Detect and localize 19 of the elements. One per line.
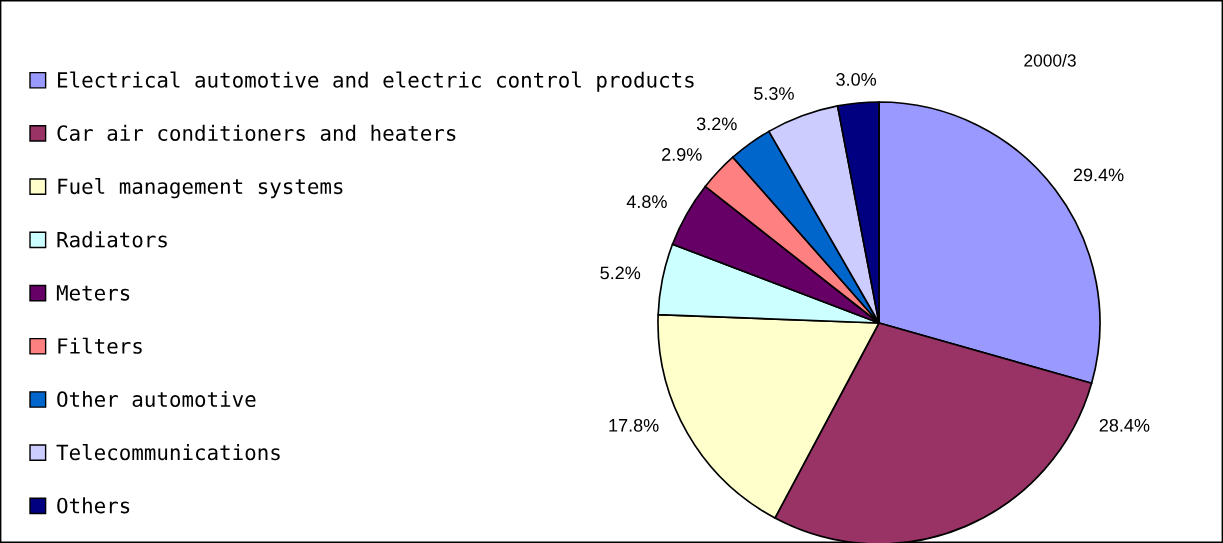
legend-label: Other automotive	[57, 390, 256, 408]
data-label: 4.8%	[626, 195, 667, 209]
legend-label: Others	[57, 497, 130, 514]
legend-label: Car air conditioners and heaters	[57, 124, 456, 141]
legend-label: Filters	[58, 337, 142, 354]
data-label: 2.9%	[662, 148, 702, 161]
data-label: 29.4%	[1073, 168, 1124, 182]
legend-label: Telecommunications	[56, 444, 280, 461]
legend-label: Electrical automotive and electric control products	[58, 71, 694, 92]
legend-label: Radiators	[57, 231, 167, 248]
data-label: 28.4%	[1099, 418, 1150, 432]
legend-label: Meters	[56, 285, 130, 301]
data-label: 3.0%	[836, 73, 877, 86]
chart-title: 2000/3	[1024, 53, 1076, 67]
legend-label: Fuel management systems	[58, 177, 343, 199]
data-label: 17.8%	[609, 418, 659, 432]
data-label: 5.3%	[754, 87, 794, 100]
data-label: 5.2%	[600, 266, 641, 280]
data-label: 3.2%	[696, 117, 737, 131]
